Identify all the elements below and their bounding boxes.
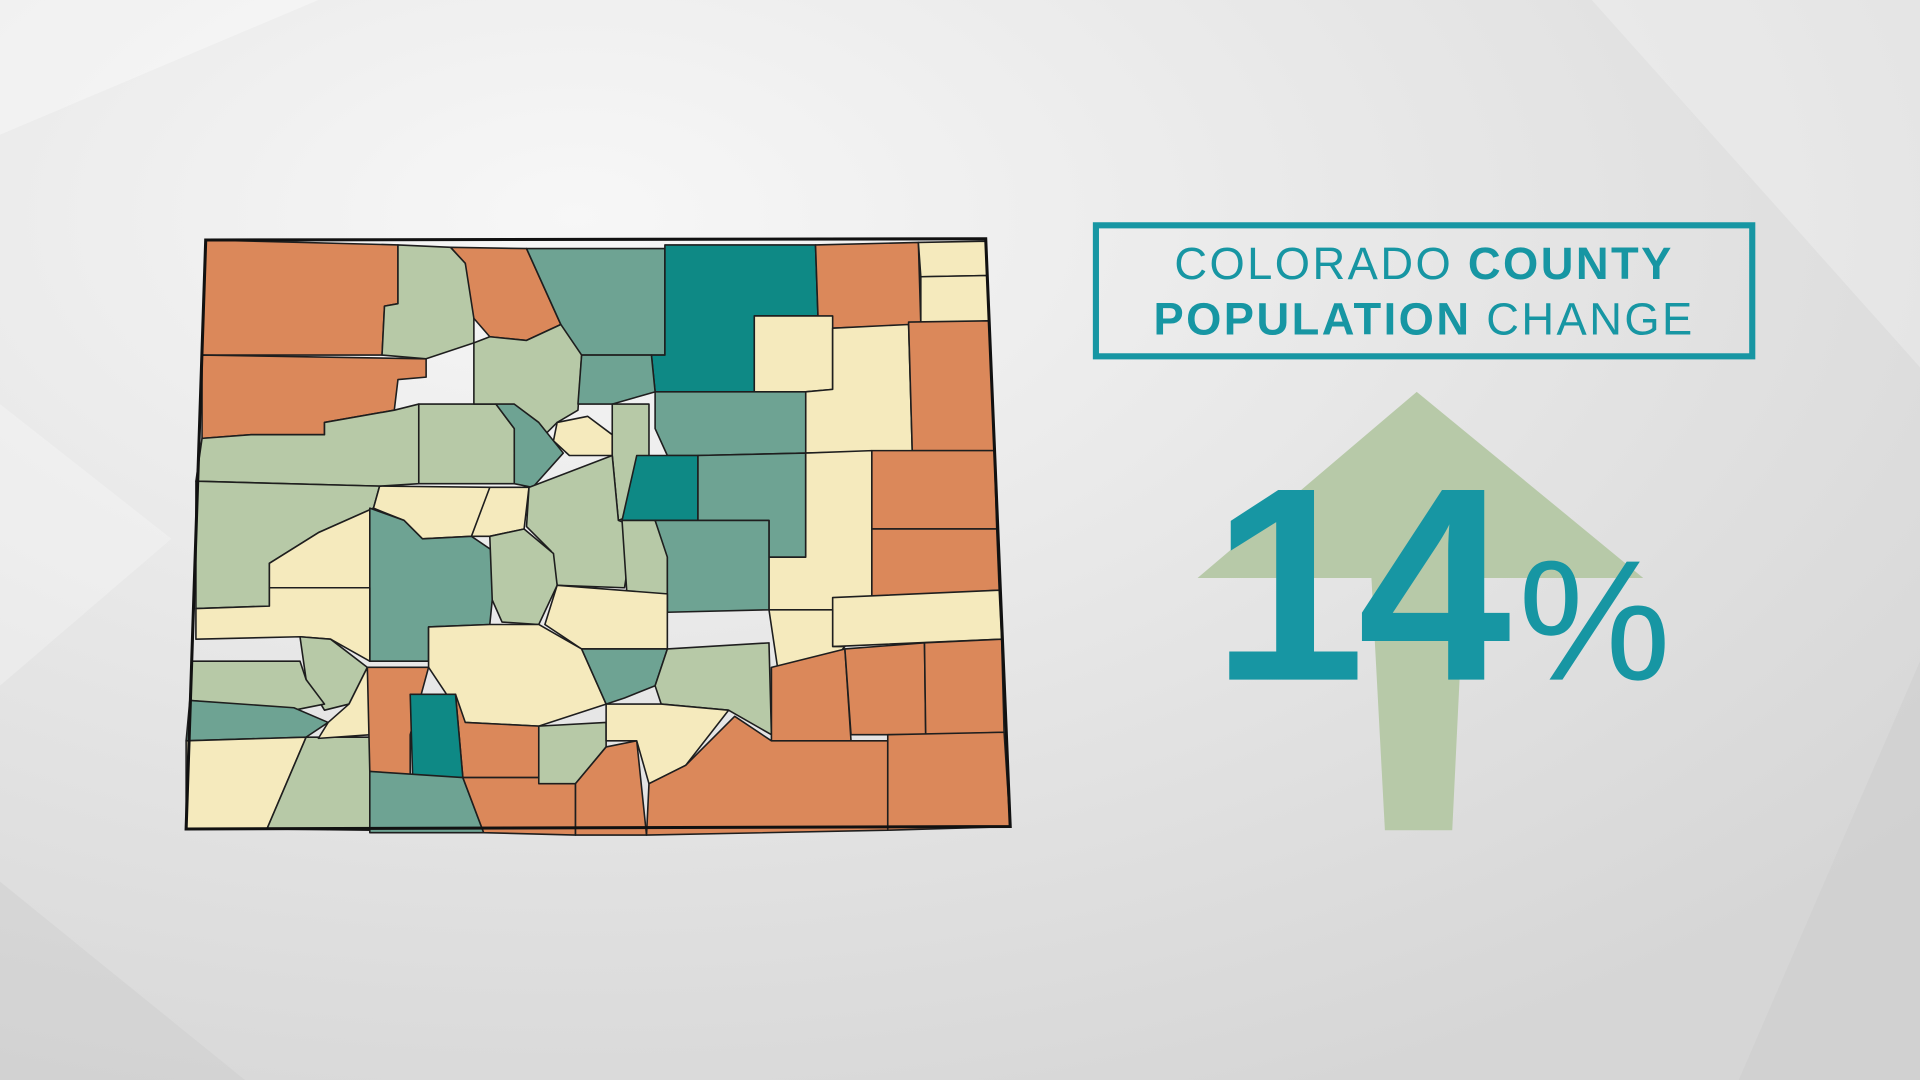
title-line: POPULATION CHANGE — [1153, 293, 1694, 344]
up-arrow — [1197, 391, 1644, 831]
county — [753, 315, 834, 393]
county — [871, 449, 998, 530]
stat-number: 14 — [1212, 432, 1513, 739]
title-box — [1092, 222, 1756, 360]
county — [495, 403, 565, 489]
county — [831, 589, 1003, 648]
county — [871, 528, 1000, 599]
county — [577, 354, 656, 405]
county — [654, 519, 770, 614]
county — [185, 699, 329, 742]
title-part: COUNTY — [1468, 238, 1674, 289]
county — [923, 638, 1005, 736]
stat-unit: % — [1518, 526, 1670, 717]
state-outline — [184, 237, 1012, 831]
county — [907, 320, 996, 452]
county — [409, 693, 464, 779]
county — [201, 239, 399, 356]
county — [580, 648, 669, 705]
title-line: COLORADO COUNTY — [1174, 238, 1673, 289]
county — [920, 274, 991, 326]
county — [489, 528, 558, 626]
title-part: COLORADO — [1174, 238, 1453, 289]
background-facet — [0, 404, 172, 686]
background-facet — [0, 0, 319, 135]
background-facet — [1591, 0, 1920, 368]
county — [195, 586, 371, 663]
county — [917, 240, 988, 278]
county — [844, 642, 927, 736]
colorado-map — [184, 237, 1012, 836]
background-facet — [1738, 661, 1920, 1080]
title-part: CHANGE — [1486, 293, 1695, 344]
county — [417, 403, 516, 485]
county — [654, 391, 807, 457]
title-part: POPULATION — [1153, 293, 1471, 344]
county — [645, 715, 889, 836]
county — [886, 731, 1012, 832]
county — [473, 323, 583, 442]
